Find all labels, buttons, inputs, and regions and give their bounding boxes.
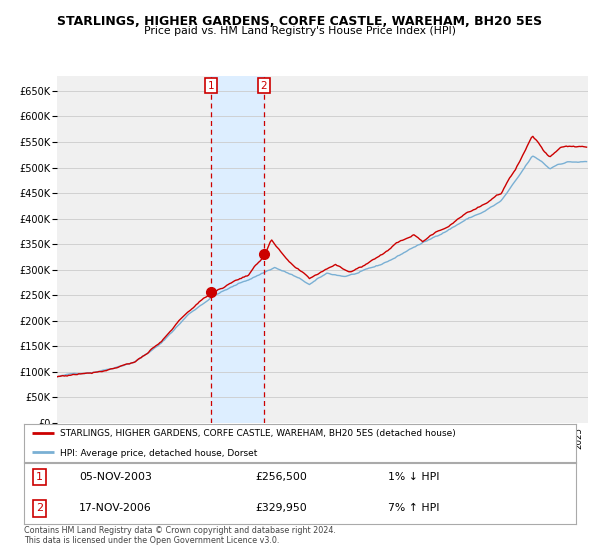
- Text: 2003: 2003: [192, 427, 201, 449]
- Text: 2005: 2005: [227, 427, 236, 449]
- Text: Price paid vs. HM Land Registry's House Price Index (HPI): Price paid vs. HM Land Registry's House …: [144, 26, 456, 36]
- Text: 2012: 2012: [349, 427, 358, 449]
- Text: 1997: 1997: [88, 427, 97, 449]
- Text: 17-NOV-2006: 17-NOV-2006: [79, 503, 152, 514]
- Text: 2006: 2006: [244, 427, 253, 449]
- Text: Contains HM Land Registry data © Crown copyright and database right 2024.: Contains HM Land Registry data © Crown c…: [24, 526, 336, 535]
- Text: 2023: 2023: [540, 427, 549, 449]
- Text: 2017: 2017: [436, 427, 445, 449]
- Text: 2001: 2001: [157, 427, 166, 449]
- Text: 2022: 2022: [523, 427, 532, 449]
- Text: This data is licensed under the Open Government Licence v3.0.: This data is licensed under the Open Gov…: [24, 536, 280, 545]
- Text: 2020: 2020: [488, 427, 497, 449]
- Text: 2019: 2019: [470, 427, 479, 449]
- Text: 7% ↑ HPI: 7% ↑ HPI: [388, 503, 440, 514]
- Text: STARLINGS, HIGHER GARDENS, CORFE CASTLE, WAREHAM, BH20 5ES (detached house): STARLINGS, HIGHER GARDENS, CORFE CASTLE,…: [60, 429, 455, 438]
- Text: 2008: 2008: [279, 427, 288, 449]
- Text: HPI: Average price, detached house, Dorset: HPI: Average price, detached house, Dors…: [60, 449, 257, 458]
- Text: 1998: 1998: [105, 427, 114, 449]
- Text: 05-NOV-2003: 05-NOV-2003: [79, 472, 152, 482]
- Text: 2007: 2007: [262, 427, 271, 449]
- Text: 1: 1: [208, 81, 214, 91]
- Text: 2014: 2014: [383, 427, 392, 449]
- Text: £329,950: £329,950: [256, 503, 308, 514]
- Text: 1: 1: [36, 472, 43, 482]
- Text: 2015: 2015: [401, 427, 410, 449]
- Text: 2018: 2018: [453, 427, 462, 449]
- Text: 2025: 2025: [575, 427, 584, 449]
- Text: 2000: 2000: [140, 427, 149, 449]
- Text: 2016: 2016: [418, 427, 427, 449]
- Text: 2: 2: [260, 81, 267, 91]
- Text: 1996: 1996: [70, 427, 79, 449]
- Text: 2010: 2010: [314, 427, 323, 449]
- Text: 2: 2: [36, 503, 43, 514]
- Text: 2021: 2021: [505, 427, 514, 449]
- Text: 1999: 1999: [122, 427, 131, 449]
- Text: 2009: 2009: [296, 427, 305, 449]
- Text: 1% ↓ HPI: 1% ↓ HPI: [388, 472, 440, 482]
- Text: STARLINGS, HIGHER GARDENS, CORFE CASTLE, WAREHAM, BH20 5ES: STARLINGS, HIGHER GARDENS, CORFE CASTLE,…: [58, 15, 542, 28]
- Bar: [211, 76, 264, 423]
- Text: 1995: 1995: [53, 427, 62, 449]
- Text: 2004: 2004: [209, 427, 218, 449]
- Text: 2002: 2002: [175, 427, 184, 449]
- Text: £256,500: £256,500: [256, 472, 308, 482]
- Text: 2024: 2024: [557, 427, 566, 449]
- Text: 2013: 2013: [366, 427, 375, 449]
- Text: 2011: 2011: [331, 427, 340, 449]
